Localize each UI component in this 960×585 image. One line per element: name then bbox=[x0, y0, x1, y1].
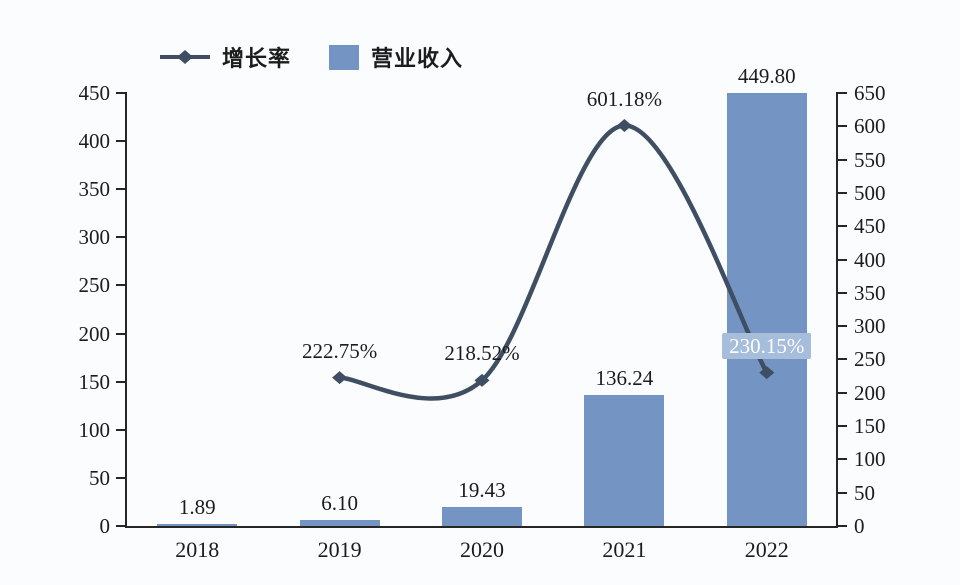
left-axis-tick-mark bbox=[116, 140, 125, 143]
bar-value-label: 19.43 bbox=[458, 478, 506, 503]
right-axis-tick-mark bbox=[838, 291, 847, 294]
left-axis-tick-label: 400 bbox=[78, 129, 111, 154]
right-axis-tick-label: 100 bbox=[854, 447, 886, 472]
x-axis-label: 2020 bbox=[460, 537, 504, 562]
right-axis-tick-mark bbox=[838, 458, 847, 461]
right-axis-tick-mark bbox=[838, 325, 847, 328]
highlighted-growth-rate-label: 230.15% bbox=[722, 332, 812, 359]
right-axis-tick-mark bbox=[838, 158, 847, 161]
left-axis-tick-mark bbox=[116, 236, 125, 239]
right-axis-tick-mark bbox=[838, 125, 847, 128]
growth-rate-label: 222.75% bbox=[301, 338, 378, 363]
bar-value-label: 6.10 bbox=[321, 491, 358, 516]
left-axis-tick-label: 250 bbox=[78, 273, 111, 298]
right-axis-tick-mark bbox=[838, 358, 847, 361]
revenue-bar bbox=[726, 93, 807, 526]
right-axis-tick-label: 50 bbox=[854, 480, 875, 505]
left-axis-tick-mark bbox=[116, 380, 125, 383]
right-axis-tick-mark bbox=[838, 391, 847, 394]
chart-legend: 增长率 营业收入 bbox=[160, 42, 463, 72]
growth-rate-label: 601.18% bbox=[586, 86, 663, 111]
growth-rate-label: 230.15% bbox=[702, 332, 832, 359]
bar-swatch-icon bbox=[329, 44, 360, 70]
right-axis-tick-label: 0 bbox=[854, 514, 865, 538]
right-axis-tick-mark bbox=[838, 425, 847, 428]
diamond-marker-icon bbox=[474, 373, 490, 387]
right-axis-tick-label: 450 bbox=[854, 214, 886, 239]
left-axis-tick-label: 150 bbox=[78, 369, 111, 394]
right-axis-tick-mark bbox=[838, 491, 847, 494]
left-axis-tick-mark bbox=[116, 92, 125, 94]
left-axis-tick-label: 300 bbox=[78, 225, 111, 250]
legend-label-revenue: 营业收入 bbox=[371, 46, 464, 71]
legend-item-revenue: 营业收入 bbox=[329, 41, 463, 73]
revenue-bar bbox=[442, 507, 522, 526]
left-axis-tick-label: 0 bbox=[99, 514, 111, 538]
x-axis-label: 2018 bbox=[175, 537, 220, 562]
right-axis-tick-mark bbox=[838, 225, 847, 228]
bar-value-label: 1.89 bbox=[178, 495, 216, 520]
left-axis-tick-label: 350 bbox=[78, 177, 111, 202]
line-diamond-marker-icon bbox=[160, 50, 210, 64]
right-axis-tick-label: 600 bbox=[854, 114, 886, 139]
right-axis-tick-mark bbox=[838, 92, 847, 94]
right-axis-tick-label: 300 bbox=[854, 314, 886, 339]
right-axis-tick-mark bbox=[838, 258, 847, 261]
right-axis-tick-mark bbox=[838, 525, 847, 527]
x-axis-label: 2022 bbox=[744, 537, 789, 562]
right-axis-tick-label: 400 bbox=[854, 247, 886, 272]
right-axis-tick-label: 250 bbox=[854, 347, 886, 372]
legend-item-growth-rate: 增长率 bbox=[160, 41, 291, 73]
revenue-bar bbox=[157, 524, 238, 526]
right-y-axis bbox=[836, 92, 838, 528]
right-axis-tick-mark bbox=[838, 191, 847, 194]
bar-value-label: 449.80 bbox=[737, 64, 796, 89]
left-axis-tick-label: 100 bbox=[78, 417, 111, 442]
right-axis-tick-label: 200 bbox=[854, 380, 886, 405]
revenue-bar bbox=[584, 394, 665, 526]
x-axis-label: 2019 bbox=[317, 537, 362, 562]
x-axis-label: 2021 bbox=[602, 537, 647, 562]
x-axis bbox=[125, 526, 838, 528]
legend-label-growth-rate: 增长率 bbox=[222, 46, 292, 71]
left-axis-tick-mark bbox=[116, 188, 125, 191]
revenue-bar bbox=[299, 520, 380, 526]
left-axis-tick-label: 200 bbox=[78, 321, 111, 346]
left-axis-tick-mark bbox=[116, 428, 125, 431]
right-axis-tick-label: 550 bbox=[854, 147, 886, 172]
growth-rate-label: 218.52% bbox=[444, 341, 520, 366]
left-axis-tick-mark bbox=[116, 284, 125, 287]
right-axis-tick-label: 150 bbox=[854, 414, 886, 439]
diamond-marker-icon bbox=[616, 119, 632, 133]
bar-value-label: 136.24 bbox=[595, 365, 654, 390]
right-axis-tick-label: 500 bbox=[854, 180, 886, 205]
left-axis-tick-label: 50 bbox=[89, 465, 110, 490]
left-axis-tick-mark bbox=[116, 332, 125, 335]
diamond-marker-icon bbox=[332, 371, 348, 385]
right-axis-tick-label: 650 bbox=[854, 81, 886, 105]
left-y-axis bbox=[125, 92, 127, 528]
left-axis-tick-label: 450 bbox=[78, 81, 111, 105]
left-axis-tick-mark bbox=[116, 525, 125, 527]
right-axis-tick-label: 350 bbox=[854, 280, 886, 305]
left-axis-tick-mark bbox=[116, 476, 125, 479]
